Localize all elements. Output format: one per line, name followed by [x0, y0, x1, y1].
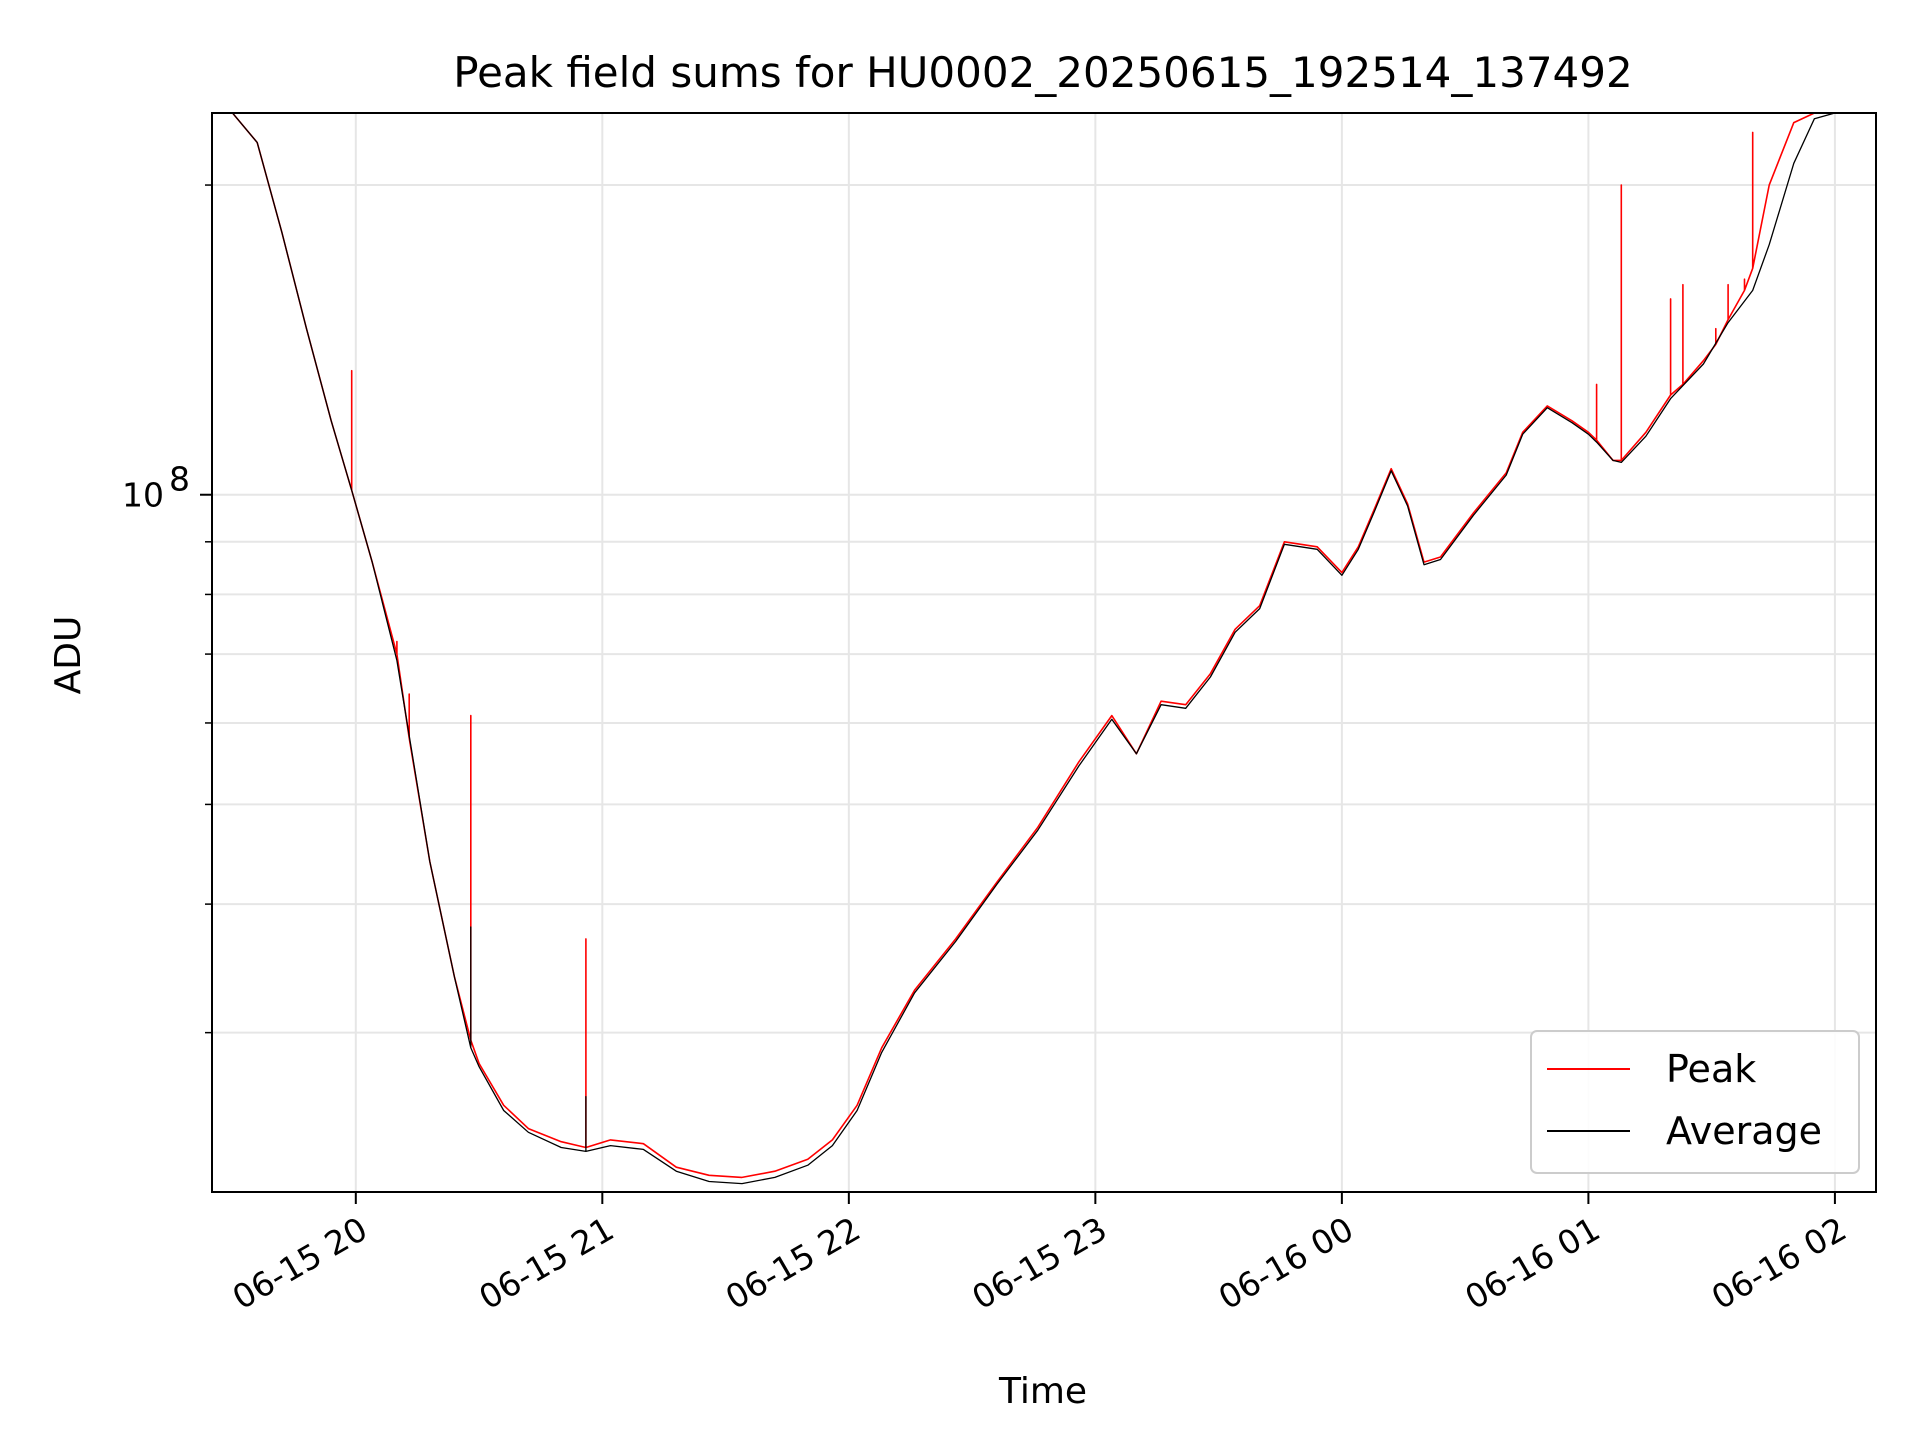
- plot-area: [231, 113, 1836, 1185]
- axes-frame: [211, 112, 1877, 1193]
- y-axis: 10 8: [122, 184, 212, 1034]
- legend-label-peak: Peak: [1666, 1047, 1756, 1091]
- legend-box: [1530, 1030, 1860, 1174]
- y-tick-exponent: 8: [169, 460, 190, 499]
- chart-title: Peak field sums for HU0002_20250615_1925…: [453, 48, 1632, 97]
- series-line-average: [232, 113, 1836, 1185]
- x-axis-label: Time: [998, 1371, 1087, 1412]
- legend-label-average: Average: [1666, 1109, 1822, 1153]
- legend: Peak Average: [1530, 1030, 1860, 1174]
- y-tick-label: 10: [122, 476, 164, 515]
- grid: [212, 113, 1876, 1192]
- y-axis-label: ADU: [48, 616, 89, 695]
